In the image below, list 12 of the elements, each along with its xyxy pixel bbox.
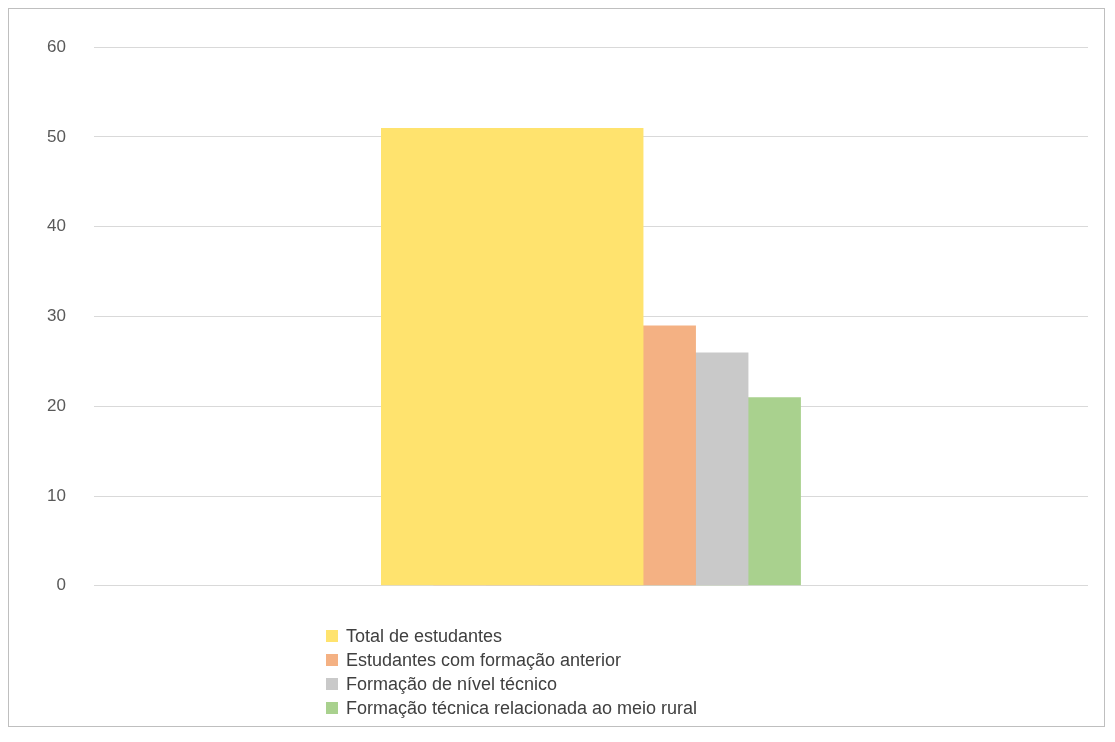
legend-label: Estudantes com formação anterior [345, 649, 622, 672]
bar [381, 127, 644, 586]
y-tick-label: 60 [46, 36, 66, 56]
y-tick-label: 10 [46, 485, 66, 505]
y-tick-label: 30 [46, 306, 66, 326]
legend-label: Formação técnica relacionada ao meio rural [345, 697, 698, 720]
y-tick-label: 20 [46, 395, 66, 415]
y-tick-label: 50 [46, 126, 66, 146]
y-tick-label: 0 [56, 575, 66, 595]
legend-label: Total de estudantes [345, 625, 503, 648]
y-tick-label: 40 [46, 216, 66, 236]
legend-label: Formação de nível técnico [345, 673, 558, 696]
